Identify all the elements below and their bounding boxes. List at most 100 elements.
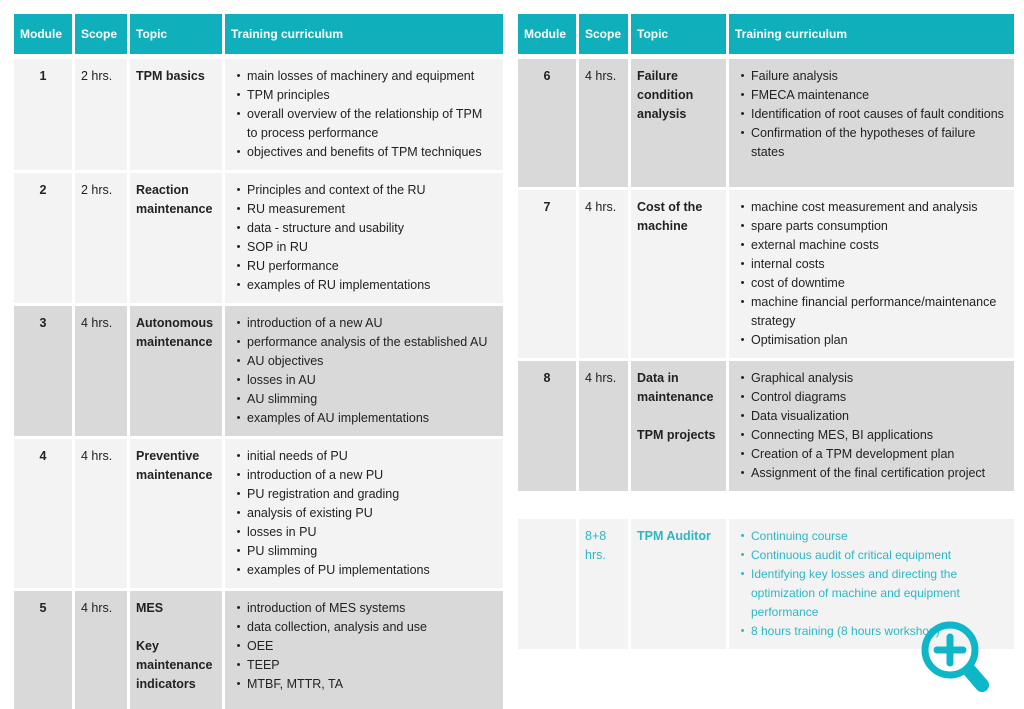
curriculum-item-text: Identifying key losses and directing the… <box>751 567 960 619</box>
module-number-cell: 6 <box>518 59 576 187</box>
curriculum-item-text: cost of downtime <box>751 276 845 290</box>
curriculum-item: • introduction of a new PU <box>230 466 493 485</box>
bullet-icon: • <box>236 526 241 538</box>
module-number-cell: 7 <box>518 190 576 358</box>
curriculum-item: • TEEP <box>230 656 493 675</box>
bullet-icon: • <box>740 530 745 542</box>
curriculum-item-text: machine cost measurement and analysis <box>751 200 978 214</box>
curriculum-item: • RU performance <box>230 257 493 276</box>
curriculum-item-text: Connecting MES, BI applications <box>751 428 934 442</box>
bullet-icon: • <box>236 203 241 215</box>
curriculum-item: • initial needs of PU <box>230 447 493 466</box>
bullet-icon: • <box>236 450 241 462</box>
curriculum-item: • spare parts consumption <box>734 217 1004 236</box>
bullet-icon: • <box>236 659 241 671</box>
curriculum-item-text: OEE <box>247 639 274 653</box>
curriculum-item: • examples of AU implementations <box>230 409 493 428</box>
bullet-icon: • <box>236 564 241 576</box>
bullet-icon: • <box>740 127 745 139</box>
curriculum-item-text: Principles and context of the RU <box>247 183 426 197</box>
bullet-icon: • <box>236 640 241 652</box>
curriculum-item-text: Failure analysis <box>751 69 838 83</box>
curriculum-cell: • Principles and context of the RU • RU mea… <box>225 173 503 303</box>
topic-label: Autonomous maintenance <box>136 316 214 349</box>
bullet-icon: • <box>740 296 745 308</box>
curriculum-item: • MTBF, MTTR, TA <box>230 675 493 694</box>
topic-cell: Reaction maintenance <box>130 173 222 303</box>
bullet-icon: • <box>740 391 745 403</box>
curriculum-item-text: Continuing course <box>751 529 848 543</box>
bullet-icon: • <box>740 372 745 384</box>
bullet-icon: • <box>740 108 745 120</box>
curriculum-item: • Principles and context of the RU <box>230 181 493 200</box>
bullet-icon: • <box>236 260 241 272</box>
curriculum-item: • data collection, analysis and use <box>230 618 493 637</box>
bullet-icon: • <box>740 70 745 82</box>
curriculum-item-text: losses in AU <box>247 373 316 387</box>
bullet-icon: • <box>236 469 241 481</box>
bullet-icon: • <box>236 545 241 557</box>
curriculum-item-text: PU registration and grading <box>247 487 400 501</box>
module-number-cell: 1 <box>14 59 72 170</box>
curriculum-item: • Connecting MES, BI applications <box>734 426 1004 445</box>
topic-label: TPM projects <box>637 428 716 442</box>
bullet-icon: • <box>236 374 241 386</box>
curriculum-item-text: introduction of a new AU <box>247 316 383 330</box>
scope-cell: 2 hrs. <box>75 173 127 303</box>
bullet-icon: • <box>236 488 241 500</box>
bullet-icon: • <box>740 89 745 101</box>
scope-cell: 4 hrs. <box>579 361 628 491</box>
topic-cell: MES Key maintenance indicators <box>130 591 222 709</box>
curriculum-item-text: Creation of a TPM development plan <box>751 447 955 461</box>
curriculum-item-text: TPM principles <box>247 88 330 102</box>
curriculum-cell: • Failure analysis • FMECA maintenance • Iden… <box>729 59 1014 187</box>
column-header-topic: Topic <box>130 14 222 54</box>
curriculum-item-text: Data visualization <box>751 409 849 423</box>
curriculum-item: • Assignment of the final certification p… <box>734 464 1004 483</box>
curriculum-item: • main losses of machinery and equipment <box>230 67 493 86</box>
curriculum-item-text: introduction of MES systems <box>247 601 406 615</box>
bullet-icon: • <box>740 277 745 289</box>
curriculum-item: • analysis of existing PU <box>230 504 493 523</box>
curriculum-item: • Identification of root causes of fault … <box>734 105 1004 124</box>
topic-label: Data in maintenance <box>637 371 714 404</box>
curriculum-item: • examples of PU implementations <box>230 561 493 580</box>
bullet-icon: • <box>236 355 241 367</box>
curriculum-item-text: internal costs <box>751 257 825 271</box>
zoom-in-icon[interactable] <box>914 615 998 703</box>
topic-cell: Data in maintenance TPM projects <box>631 361 726 491</box>
topic-label: TPM Auditor <box>637 529 711 543</box>
curriculum-cell: • Graphical analysis • Control diagrams • Dat… <box>729 361 1014 491</box>
topic-label: Preventive maintenance <box>136 449 213 482</box>
curriculum-item-text: objectives and benefits of TPM technique… <box>247 145 482 159</box>
topic-label: TPM basics <box>136 69 205 83</box>
bullet-icon: • <box>740 239 745 251</box>
curriculum-item-text: data collection, analysis and use <box>247 620 427 634</box>
curriculum-item: • overall overview of the relationship of… <box>230 105 493 143</box>
curriculum-item-text: examples of PU implementations <box>247 563 430 577</box>
curriculum-item-text: Assignment of the final certification pr… <box>751 466 986 480</box>
module-number-cell: 8 <box>518 361 576 491</box>
curriculum-item: • external machine costs <box>734 236 1004 255</box>
bullet-icon: • <box>740 448 745 460</box>
curriculum-item: • FMECA maintenance <box>734 86 1004 105</box>
curriculum-item-text: overall overview of the relationship of … <box>247 107 483 140</box>
curriculum-item-text: FMECA maintenance <box>751 88 870 102</box>
curriculum-item: • Confirmation of the hypotheses of failu… <box>734 124 1004 162</box>
curriculum-item: • PU registration and grading <box>230 485 493 504</box>
curriculum-item: • cost of downtime <box>734 274 1004 293</box>
module-number-cell <box>518 519 576 649</box>
bullet-icon: • <box>740 410 745 422</box>
scope-cell: 4 hrs. <box>579 190 628 358</box>
curriculum-item: • Continuous audit of critical equipment <box>734 546 1004 565</box>
bullet-icon: • <box>740 201 745 213</box>
curriculum-cell: • introduction of MES systems • data collec… <box>225 591 503 709</box>
column-header-curriculum: Training curriculum <box>225 14 503 54</box>
curriculum-item-text: Continuous audit of critical equipment <box>751 548 952 562</box>
curriculum-item: • examples of RU implementations <box>230 276 493 295</box>
scope-cell: 4 hrs. <box>75 591 127 709</box>
